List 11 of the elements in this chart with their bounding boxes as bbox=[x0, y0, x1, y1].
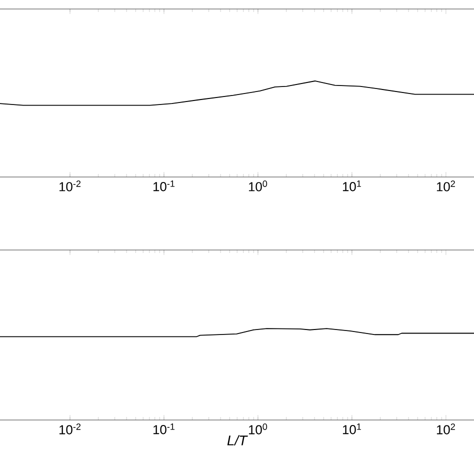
x-tick-label: 10$^{1}$ bbox=[342, 180, 361, 192]
x-tick-label: 10$^{-1}$ bbox=[153, 180, 175, 192]
x-tick-label: 10$^{2}$ bbox=[436, 424, 455, 434]
x-tick-label: 10$^{-1}$ bbox=[153, 424, 175, 434]
x-tick-label: 10$^{0}$ bbox=[248, 424, 268, 434]
x-tick-label: 10$^{-2}$ bbox=[59, 424, 81, 434]
x-tick-label: 10$^{1}$ bbox=[342, 424, 361, 434]
x-axis-title: L/T bbox=[227, 435, 248, 446]
x-tick-label: 10$^{2}$ bbox=[436, 180, 455, 192]
x-tick-label: 10$^{-2}$ bbox=[59, 180, 81, 192]
x-tick-label: 10$^{0}$ bbox=[248, 180, 268, 192]
